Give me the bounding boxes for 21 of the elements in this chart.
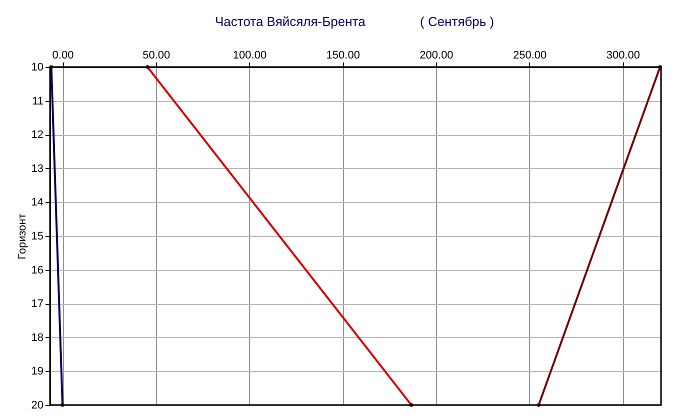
x-tick-label: 200.00 xyxy=(420,50,454,62)
y-tick-label: 13 xyxy=(31,162,44,175)
x-tick-label: 150.00 xyxy=(326,50,360,62)
y-tick-label: 14 xyxy=(31,196,44,209)
y-tick-label: 10 xyxy=(31,62,44,74)
y-tick-label: 15 xyxy=(31,230,44,242)
x-tick-label: 300.00 xyxy=(606,50,640,62)
y-tick-label: 17 xyxy=(31,298,44,310)
y-tick-label: 18 xyxy=(31,332,44,344)
chart-title: Частота Вяйсяля-Брента xyxy=(215,14,366,29)
y-axis-title: Горизонт xyxy=(16,214,28,260)
y-tick-label: 12 xyxy=(31,129,44,142)
x-tick-label: 250.00 xyxy=(513,50,547,62)
y-tick-label: 19 xyxy=(31,366,44,378)
x-tick-label: 0.00 xyxy=(52,50,74,62)
y-tick-label: 16 xyxy=(31,264,44,276)
y-tick-label: 20 xyxy=(31,400,44,412)
x-tick-label: 50.00 xyxy=(142,50,170,62)
x-tick-label: 100.00 xyxy=(232,50,267,62)
chart-subtitle: ( Сентябрь ) xyxy=(420,14,494,29)
y-tick-label: 11 xyxy=(32,95,44,108)
